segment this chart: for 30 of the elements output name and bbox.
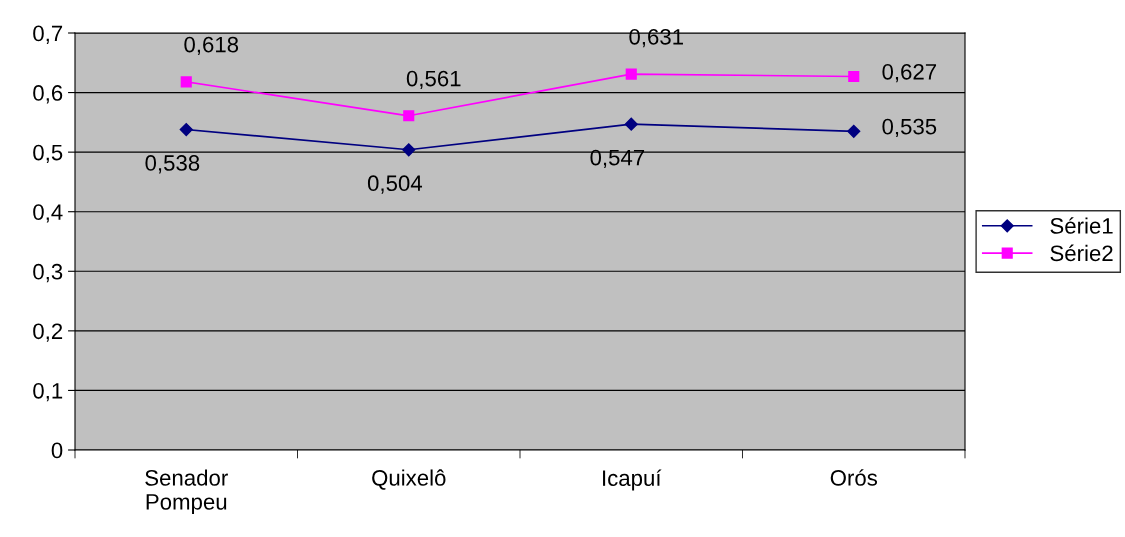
point [848,70,860,83]
point [403,110,415,122]
x-tick-label: Icapuí [603,469,662,491]
data-label: 0,547 [590,149,645,169]
data-label: 0,504 [367,175,423,194]
y-tick-label: 0 [51,442,63,459]
y-tick-label: 0,6 [33,85,63,104]
legend-label: Série2 [1050,244,1113,262]
data-label: 0,538 [145,155,200,174]
data-label: 0,631 [629,28,683,48]
y-tick-label: 0,1 [33,382,63,402]
point [180,76,192,88]
y-tick-label: 0,7 [33,25,63,44]
point [847,124,861,138]
data-label: 0,561 [406,70,461,90]
x-tick-label: Quixelô [372,469,446,490]
y-tick-label: 0,4 [33,204,63,223]
point [624,117,638,131]
data-label: 0,627 [882,63,937,83]
y-tick-label: 0,2 [33,323,63,342]
data-label: 0,535 [882,118,937,138]
point [625,68,637,80]
x-tick-label: Orós [830,469,878,486]
y-tick-label: 0,5 [33,144,63,164]
point [402,143,416,157]
y-tick-label: 0,3 [33,263,63,283]
x-tick-label: Senador Pompeu [145,469,228,515]
legend-label: Série1 [1050,217,1113,234]
data-label: 0,618 [184,36,239,56]
point [179,122,193,137]
